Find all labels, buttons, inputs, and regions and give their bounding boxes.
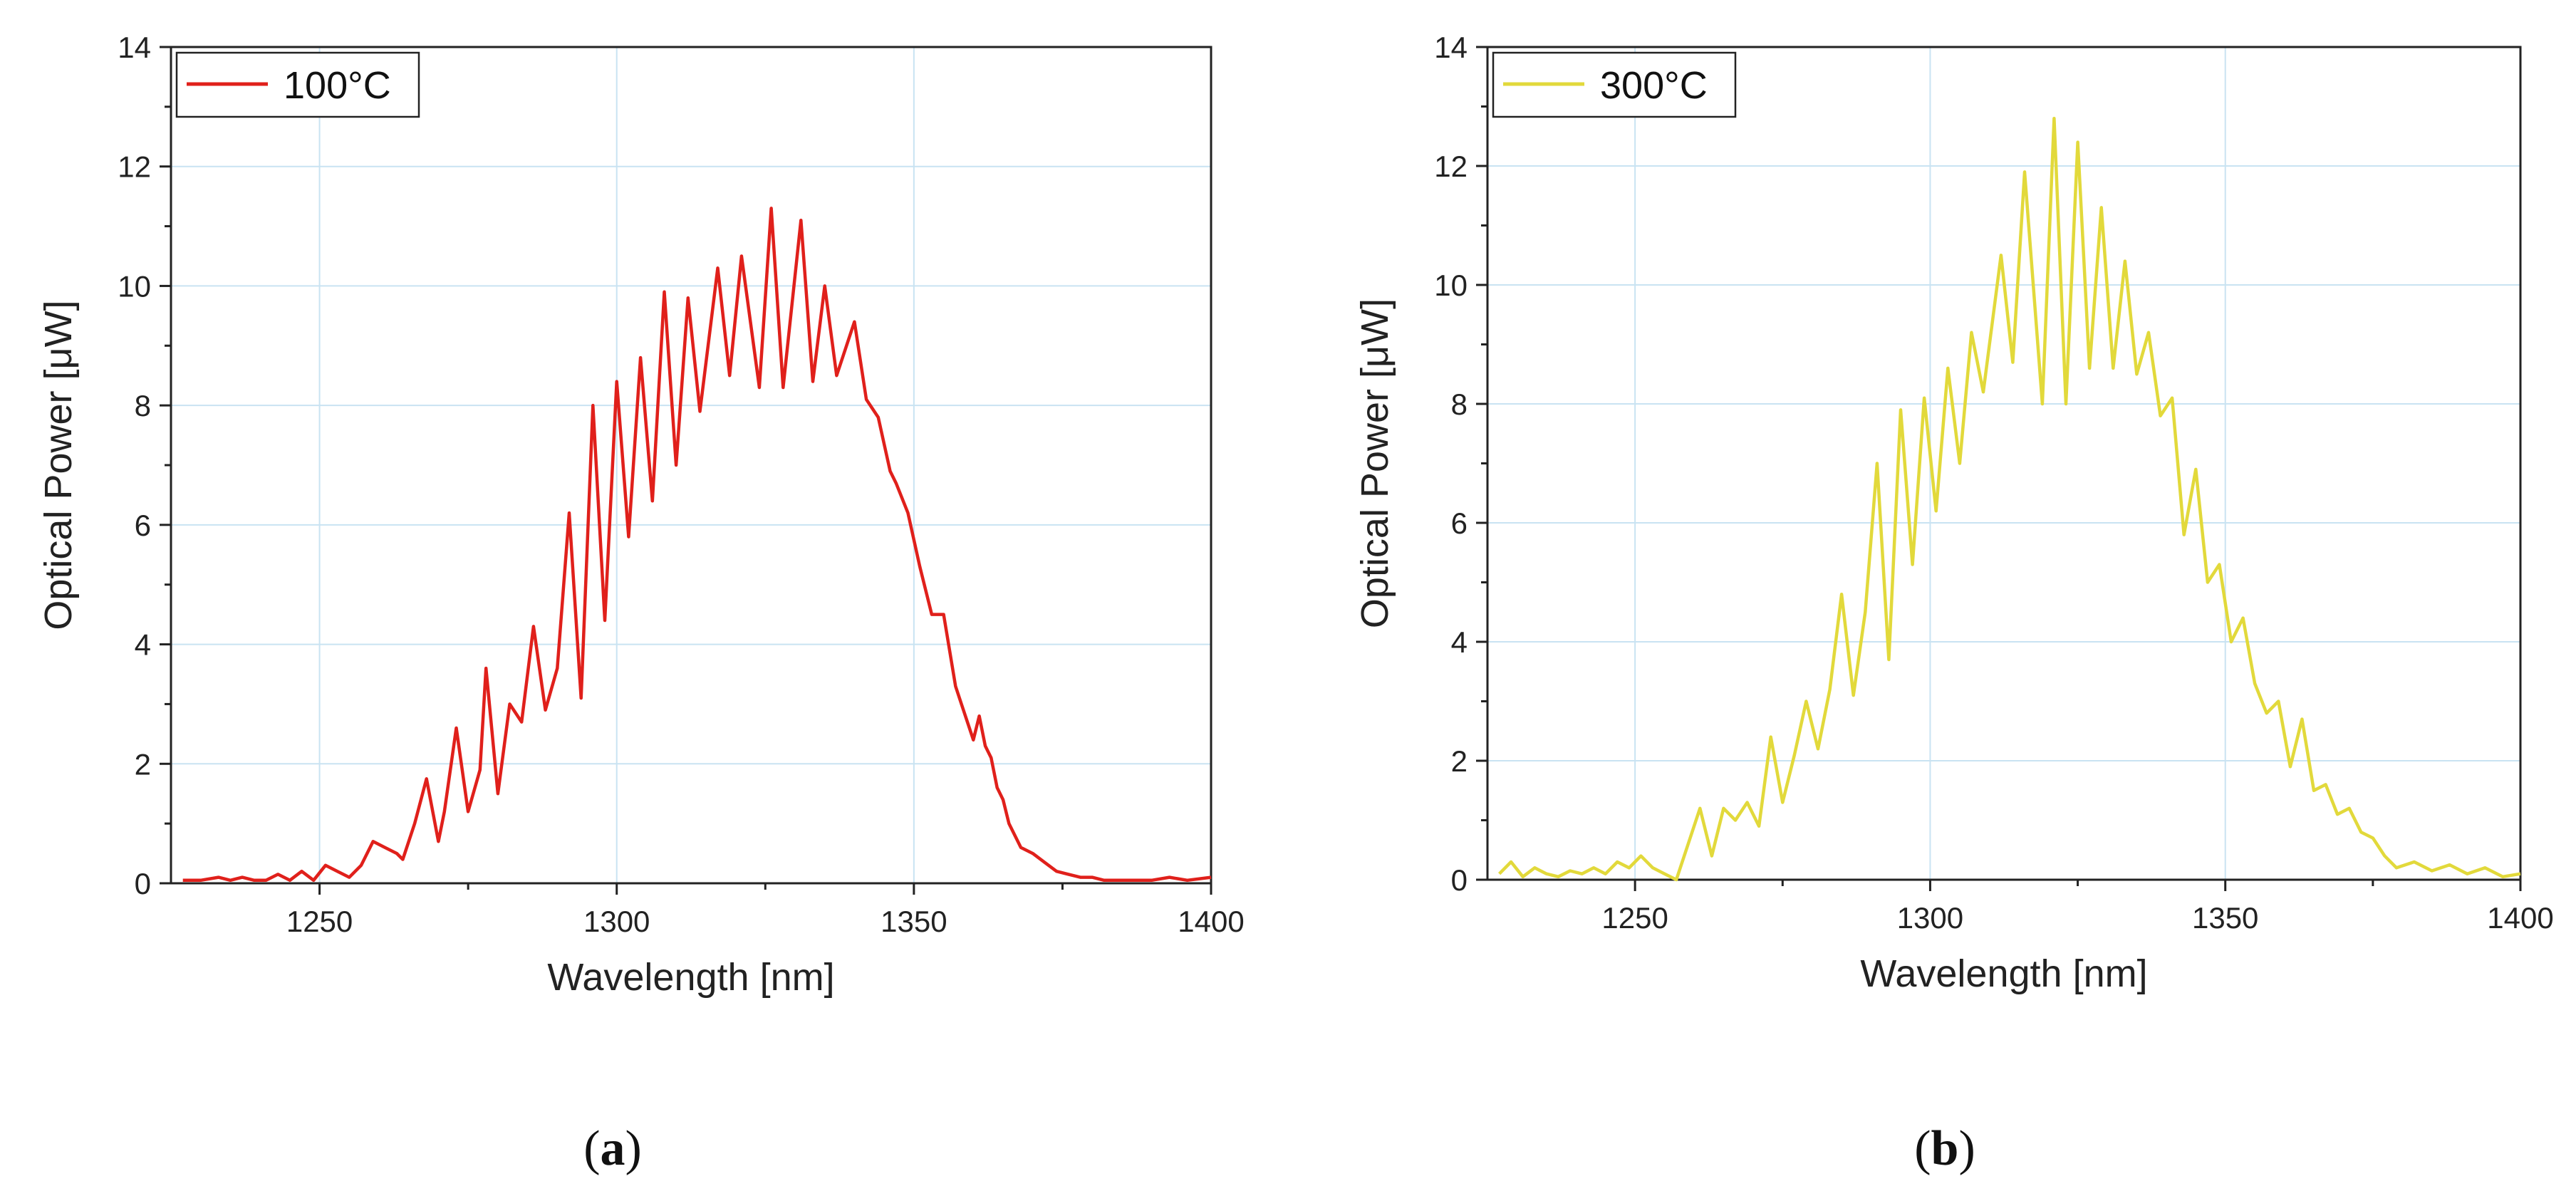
x-axis-title-b: Wavelength [nm] — [1860, 952, 2147, 995]
y-tick-label: 12 — [1434, 150, 1468, 183]
plot-frame-a — [170, 46, 1212, 885]
ticks-a: 1250 1300 1350 1400 0 2 4 6 8 10 12 14 — [118, 31, 1244, 938]
y-tick-label: 4 — [1451, 625, 1468, 659]
x-axis-title-a: Wavelength [nm] — [547, 956, 834, 999]
panel-caption-a: (a) — [583, 1121, 642, 1176]
x-tick-label: 1300 — [1897, 901, 1963, 935]
y-tick-label: 2 — [135, 747, 151, 781]
caption-paren-close-b: ) — [1958, 1121, 1975, 1176]
y-tick-label: 14 — [118, 31, 151, 64]
legend-b: 300°C — [1492, 51, 1737, 118]
y-tick-label: 10 — [1434, 269, 1468, 302]
caption-letter-b: b — [1931, 1121, 1959, 1176]
x-tick-label: 1250 — [286, 905, 353, 938]
caption-paren-close-a: ) — [625, 1121, 642, 1176]
y-tick-label: 4 — [135, 628, 151, 662]
y-tick-label: 2 — [1451, 744, 1468, 778]
x-tick-label: 1300 — [583, 905, 650, 938]
series-line-300c — [1497, 116, 2521, 882]
x-tick-label: 1350 — [881, 905, 947, 938]
chart-panel-a: 1250 1300 1350 1400 0 2 4 6 8 10 12 14 Wavelength [… — [37, 31, 1245, 1176]
ticks-b: 1250 1300 1350 1400 0 2 4 6 8 10 12 14 — [1434, 31, 2553, 935]
y-tick-label: 14 — [1434, 31, 1468, 64]
x-tick-label: 1400 — [2487, 901, 2553, 935]
x-tick-label: 1350 — [2192, 901, 2258, 935]
legend-label-300c: 300°C — [1600, 64, 1708, 107]
caption-letter-a: a — [601, 1121, 625, 1176]
caption-paren-open-a: ( — [583, 1121, 600, 1176]
x-tick-label: 1400 — [1178, 905, 1244, 938]
y-axis-title-a: Optical Power [μW] — [37, 300, 80, 630]
y-tick-label: 6 — [135, 509, 151, 542]
legend-label-100c: 100°C — [284, 64, 391, 107]
legend-a: 100°C — [175, 51, 420, 118]
chart-panel-b: 1250 1300 1350 1400 0 2 4 6 8 10 12 14 Wavelength [… — [1354, 31, 2554, 1176]
grid-a — [171, 47, 1211, 883]
y-tick-label: 0 — [135, 867, 151, 900]
y-tick-label: 6 — [1451, 506, 1468, 540]
grid-b — [1487, 47, 2520, 880]
caption-paren-open-b: ( — [1914, 1121, 1931, 1176]
y-tick-label: 8 — [135, 389, 151, 422]
y-axis-title-b: Optical Power [μW] — [1354, 298, 1396, 628]
panel-caption-b: (b) — [1914, 1121, 1975, 1176]
plot-frame-b — [1486, 46, 2522, 881]
y-tick-label: 8 — [1451, 388, 1468, 421]
y-tick-label: 10 — [118, 269, 151, 303]
series-line-100c — [182, 207, 1212, 883]
y-tick-label: 0 — [1451, 863, 1468, 897]
x-tick-label: 1250 — [1601, 901, 1668, 935]
y-tick-label: 12 — [118, 150, 151, 184]
